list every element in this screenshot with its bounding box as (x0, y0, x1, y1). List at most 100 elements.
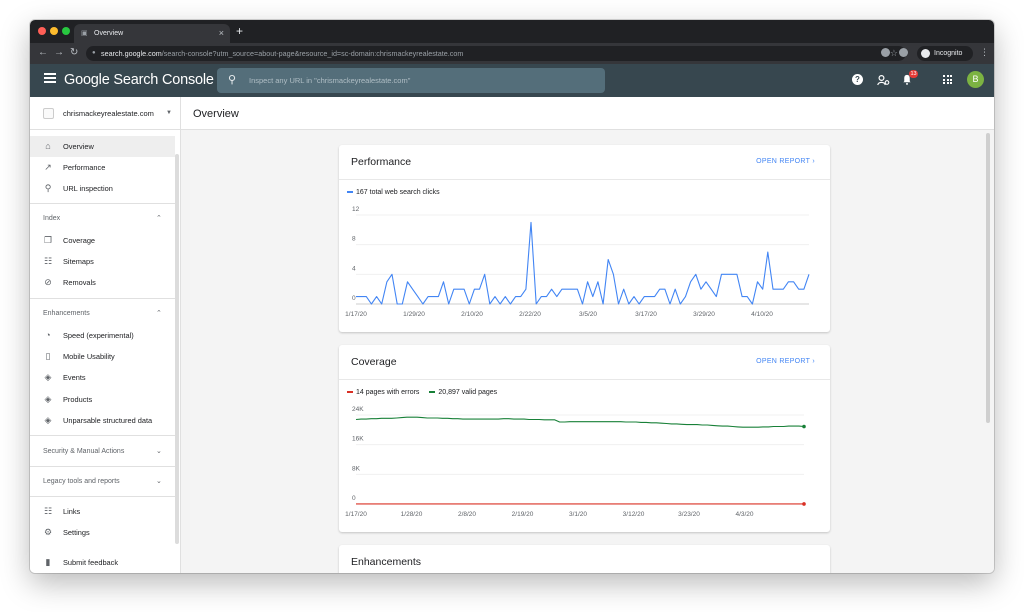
x-tick-label: 4/3/20 (735, 511, 753, 518)
main-scrollbar[interactable] (986, 133, 990, 423)
help-icon[interactable]: ? (852, 74, 863, 85)
apps-grid-icon[interactable] (943, 75, 952, 84)
sitemap-icon: ☷ (43, 256, 53, 266)
extension-icon[interactable] (899, 48, 908, 57)
browser-tab[interactable]: ▣ Overview × (74, 24, 230, 43)
x-tick-label: 2/8/20 (458, 511, 476, 518)
x-tick-label: 4/10/20 (751, 311, 773, 318)
close-window-button[interactable] (38, 27, 46, 35)
address-bar[interactable]: ● search.google.com/search-console?utm_s… (86, 46, 906, 61)
back-icon[interactable]: ← (38, 47, 48, 58)
close-tab-icon[interactable]: × (218, 28, 224, 38)
sidebar-divider (30, 435, 175, 436)
reload-icon[interactable]: ↻ (70, 47, 79, 58)
sidebar-item-events[interactable]: ◈ Events (30, 367, 175, 388)
file-copy-icon: ❐ (43, 235, 53, 245)
maximize-window-button[interactable] (62, 27, 70, 35)
search-icon: ⚲ (44, 183, 52, 193)
sidebar-item-sitemaps[interactable]: ☷ Sitemaps (30, 251, 175, 272)
x-tick-label: 3/17/20 (635, 311, 657, 318)
bookmark-star-icon[interactable]: ☆ (889, 48, 898, 58)
coverage-card: Coverage OPEN REPORT › 14 pages with err… (339, 345, 830, 532)
sidebar-item-speed[interactable]: ◔ Speed (experimental) (30, 325, 175, 346)
sidebar-divider (30, 203, 175, 204)
new-tab-button[interactable]: + (236, 24, 244, 38)
section-index-header[interactable]: Index ⌃ (30, 208, 175, 230)
section-title: Enhancements (43, 310, 90, 317)
y-tick-label: 16K (352, 436, 364, 443)
y-tick-label: 12 (352, 206, 360, 213)
eye-off-icon: ⊘ (44, 277, 52, 287)
layers-icon: ◈ (44, 372, 52, 382)
sidebar-item-mobile-usability[interactable]: ▯ Mobile Usability (30, 346, 175, 367)
x-tick-label: 2/10/20 (461, 311, 483, 318)
tab-title: Overview (94, 30, 124, 37)
main-content: Overview Performance OPEN REPORT › 167 t… (181, 97, 994, 573)
sidebar-item-performance[interactable]: ↗ Performance (30, 157, 175, 178)
series-line[interactable] (356, 221, 810, 305)
card-divider (339, 179, 830, 180)
chart-legend: 167 total web search clicks (347, 188, 448, 198)
sidebar-item-products[interactable]: ◈ Products (30, 389, 175, 410)
url-inspect-search[interactable]: ⚲ Inspect any URL in "chrismackeyrealest… (217, 68, 605, 93)
menu-icon[interactable] (44, 73, 56, 83)
browser-menu-icon[interactable]: ⋮ (980, 47, 989, 57)
sidebar-item-settings[interactable]: ⚙ Settings (30, 522, 175, 543)
app-brand[interactable]: Google Search Console (64, 72, 214, 88)
gear-icon: ⚙ (43, 527, 53, 537)
sidebar-item-removals[interactable]: ⊘ Removals (30, 272, 175, 293)
x-tick-label: 3/1/20 (569, 511, 587, 518)
sidebar-item-url-inspection[interactable]: ⚲ URL inspection (30, 178, 175, 199)
notifications-icon[interactable] (902, 74, 912, 85)
legend-swatch (347, 391, 353, 394)
sidebar-item-unparsable-structured-data[interactable]: ◈ Unparsable structured data (30, 410, 175, 431)
sidebar-item-submit-feedback[interactable]: ▮ Submit feedback (30, 552, 175, 573)
incognito-badge[interactable]: Incognito (917, 46, 973, 61)
series-line[interactable] (355, 416, 805, 428)
section-title: Legacy tools and reports (43, 478, 120, 485)
speedometer-icon: ◔ (45, 330, 51, 340)
url-path: /search-console?utm_source=about-page&re… (161, 49, 464, 58)
legend-label: 20,897 valid pages (438, 389, 498, 396)
sidebar-item-label: Performance (63, 163, 106, 172)
section-title: Index (43, 215, 61, 222)
property-selector[interactable]: chrismackeyrealestate.com ▼ (30, 97, 181, 130)
sidebar-item-links[interactable]: ☷ Links (30, 501, 175, 522)
account-settings-icon[interactable] (877, 74, 890, 86)
legend-swatch (347, 191, 353, 194)
app-header: Google Search Console ⚲ Inspect any URL … (30, 64, 994, 97)
coverage-chart: 0 8K 16K 24K 1/17/20 1/28/20 2/8/20 2/19/20 3/1/… (345, 406, 806, 518)
card-title: Performance (351, 156, 412, 168)
layers-icon: ◈ (44, 394, 52, 404)
sidebar-item-label: Submit feedback (63, 558, 119, 567)
property-name: chrismackeyrealestate.com (63, 109, 154, 118)
forward-icon[interactable]: → (54, 47, 64, 58)
extension-icon[interactable] (881, 48, 890, 57)
chevron-down-icon: ⌄ (156, 448, 162, 455)
sidebar-item-overview[interactable]: ⌂ Overview (30, 136, 175, 157)
open-report-link[interactable]: OPEN REPORT › (756, 358, 815, 365)
sidebar-scrollbar[interactable] (175, 154, 179, 544)
page-title: Overview (193, 108, 239, 120)
series-end-point[interactable] (802, 502, 806, 506)
x-tick-label: 1/28/20 (401, 511, 423, 518)
y-tick-label: 4 (352, 265, 356, 272)
series-end-point[interactable] (802, 424, 806, 429)
section-enhancements-header[interactable]: Enhancements ⌃ (30, 303, 175, 325)
x-tick-label: 2/19/20 (512, 511, 534, 518)
sidebar-item-label: Settings (63, 528, 90, 537)
avatar[interactable]: B (967, 71, 984, 88)
section-security-header[interactable]: Security & Manual Actions ⌄ (30, 441, 175, 463)
legend-item-clicks[interactable]: 167 total web search clicks (347, 189, 440, 196)
section-legacy-header[interactable]: Legacy tools and reports ⌄ (30, 471, 175, 493)
legend-item-valid[interactable]: 20,897 valid pages (429, 389, 497, 396)
property-favicon-icon (43, 108, 54, 119)
sidebar-divider (30, 496, 175, 497)
minimize-window-button[interactable] (50, 27, 58, 35)
sidebar-item-coverage[interactable]: ❐ Coverage (30, 230, 175, 251)
layers-icon: ◈ (44, 415, 52, 425)
sidebar-item-label: Removals (63, 278, 96, 287)
trending-icon: ↗ (44, 162, 52, 172)
legend-item-errors[interactable]: 14 pages with errors (347, 389, 419, 396)
open-report-link[interactable]: OPEN REPORT › (756, 158, 815, 165)
